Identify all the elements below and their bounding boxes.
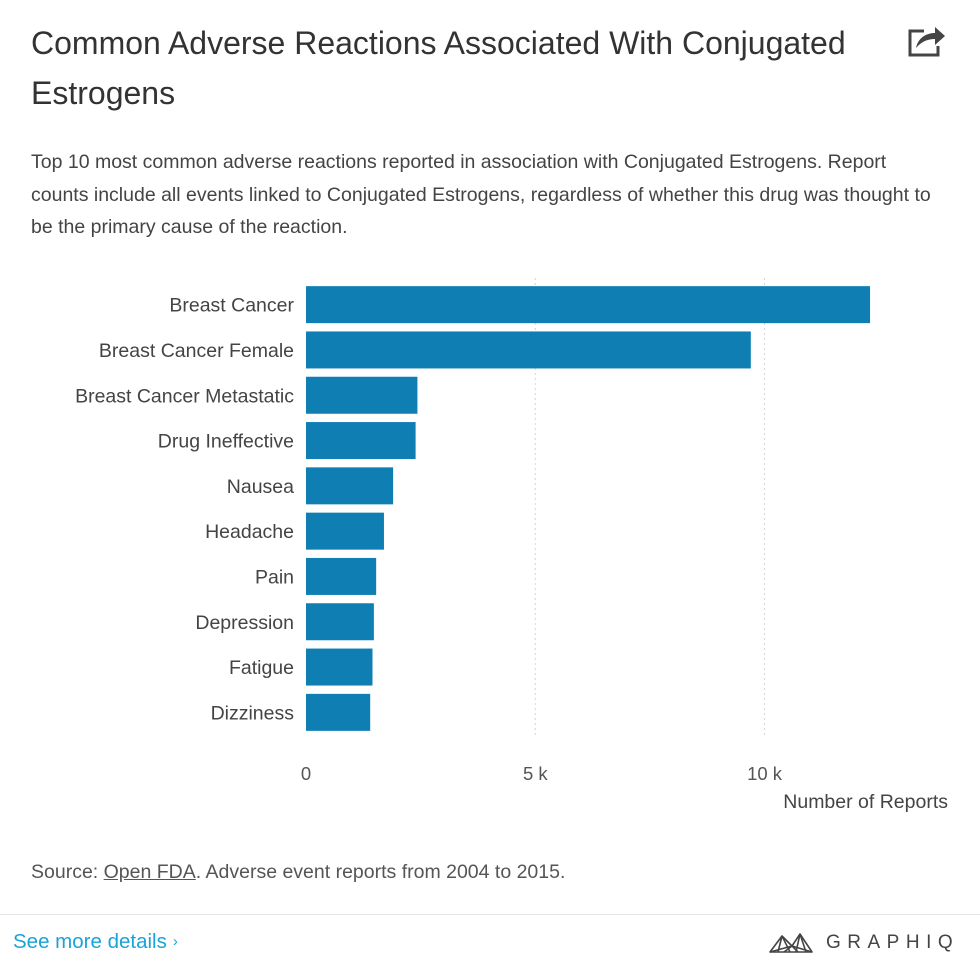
source-note: Source: Open FDA. Adverse event reports … (31, 861, 565, 884)
chart-title: Common Adverse Reactions Associated With… (31, 25, 846, 111)
category-label: Breast Cancer Metastatic (75, 385, 294, 407)
share-button[interactable] (904, 20, 948, 60)
x-tick-labels: 0 5 k 10 k (301, 763, 783, 784)
x-tick-label: 0 (301, 763, 311, 784)
graphiq-logo-icon (769, 933, 813, 953)
category-label: Breast Cancer (169, 295, 294, 317)
bar[interactable] (306, 331, 751, 369)
bar[interactable] (306, 693, 371, 731)
bar[interactable] (306, 648, 373, 686)
category-label: Headache (205, 521, 294, 543)
category-labels: Breast Cancer Breast Cancer Female Breast … (75, 295, 294, 725)
see-more-label: See more details (13, 930, 167, 953)
bar-chart: Breast Cancer Breast Cancer Female Breast … (75, 278, 948, 813)
bar[interactable] (306, 286, 871, 324)
bar[interactable] (306, 557, 377, 595)
bar[interactable] (306, 422, 416, 460)
category-label: Dizziness (211, 702, 295, 724)
bar[interactable] (306, 376, 418, 414)
brand-name: GRAPHIQ (826, 932, 960, 953)
bar[interactable] (306, 512, 384, 550)
source-suffix: . Adverse event reports from 2004 to 201… (195, 861, 566, 883)
x-tick-label: 10 k (747, 763, 783, 784)
chart-subtitle: Top 10 most common adverse reactions rep… (31, 151, 931, 238)
x-tick-label: 5 k (523, 763, 548, 784)
share-icon (908, 27, 945, 57)
x-axis-title: Number of Reports (783, 791, 948, 813)
category-label: Depression (195, 612, 294, 634)
source-prefix: Source: (31, 861, 104, 883)
chevron-right-icon: › (172, 933, 178, 950)
category-label: Drug Ineffective (158, 431, 294, 453)
bar[interactable] (306, 603, 374, 641)
category-label: Pain (255, 566, 294, 588)
category-label: Fatigue (229, 657, 294, 679)
brand-logo[interactable]: GRAPHIQ (768, 928, 959, 958)
bar[interactable] (306, 467, 394, 505)
footer-divider (0, 914, 980, 915)
category-label: Nausea (227, 476, 294, 498)
see-more-details-link[interactable]: See more details › (13, 930, 178, 954)
source-link[interactable]: Open FDA (103, 861, 196, 883)
category-label: Breast Cancer Female (99, 340, 294, 362)
bars (306, 286, 871, 731)
